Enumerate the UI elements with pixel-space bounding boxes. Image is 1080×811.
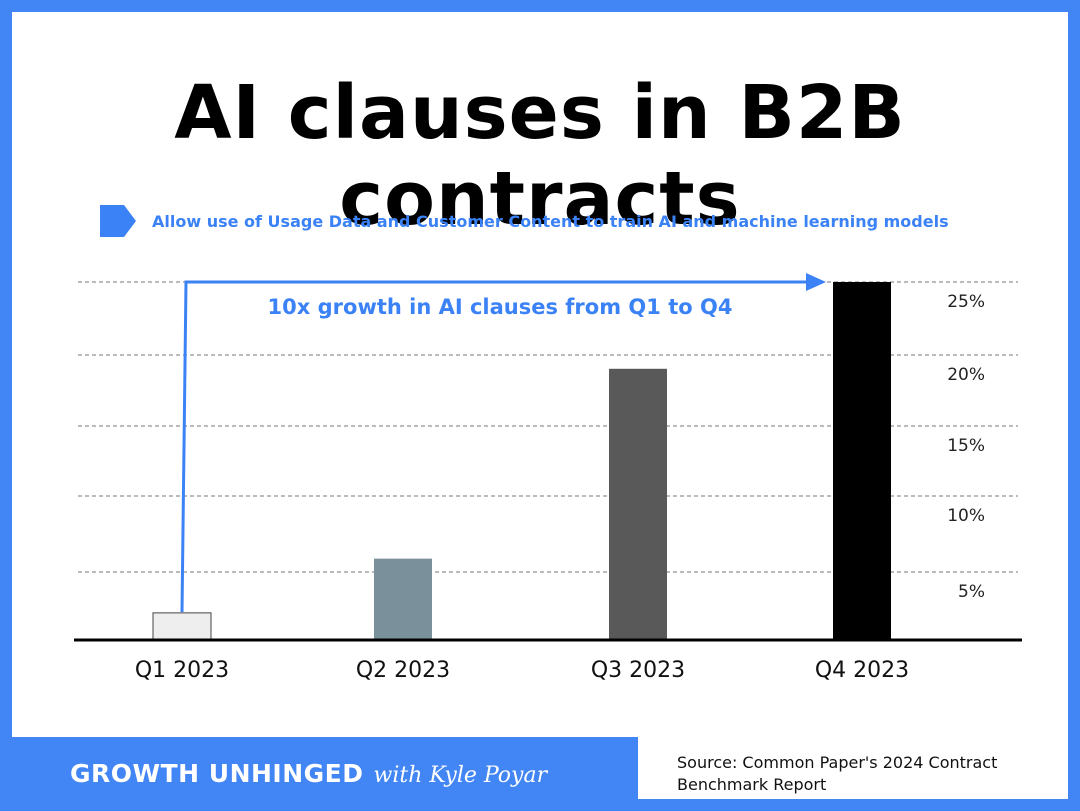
y-tick-label: 20%: [947, 365, 985, 385]
bar: [609, 368, 667, 640]
y-tick-label: 5%: [958, 582, 985, 602]
x-tick-label: Q1 2023: [135, 658, 229, 683]
x-tick-label: Q3 2023: [591, 658, 685, 683]
chart-title: AI clauses in B2B contracts: [174, 70, 906, 242]
growth-arrow-head-icon: [806, 273, 826, 291]
brand-name: GROWTH UNHINGED: [70, 759, 364, 788]
bar: [374, 558, 432, 640]
growth-arrow-line: [180, 280, 806, 613]
legend-marker-icon: [100, 205, 136, 237]
brand: GROWTH UNHINGED with Kyle Poyar: [70, 759, 547, 788]
growth-annotation: 10x growth in AI clauses from Q1 to Q4: [268, 295, 733, 319]
brand-byline: with Kyle Poyar: [373, 763, 548, 788]
bar: [833, 282, 891, 640]
legend: Allow use of Usage Data and Customer Con…: [100, 205, 949, 237]
footer-band: [0, 737, 638, 811]
legend-label: Allow use of Usage Data and Customer Con…: [152, 211, 949, 231]
x-tick-label: Q4 2023: [815, 658, 909, 683]
source-note: Source: Common Paper's 2024 Contract Ben…: [677, 753, 998, 794]
y-tick-label: 25%: [947, 292, 985, 312]
bar: [152, 612, 212, 641]
x-tick-label: Q2 2023: [356, 658, 450, 683]
y-tick-label: 15%: [947, 436, 985, 456]
y-tick-label: 10%: [947, 506, 985, 526]
card-background: [12, 12, 1068, 799]
